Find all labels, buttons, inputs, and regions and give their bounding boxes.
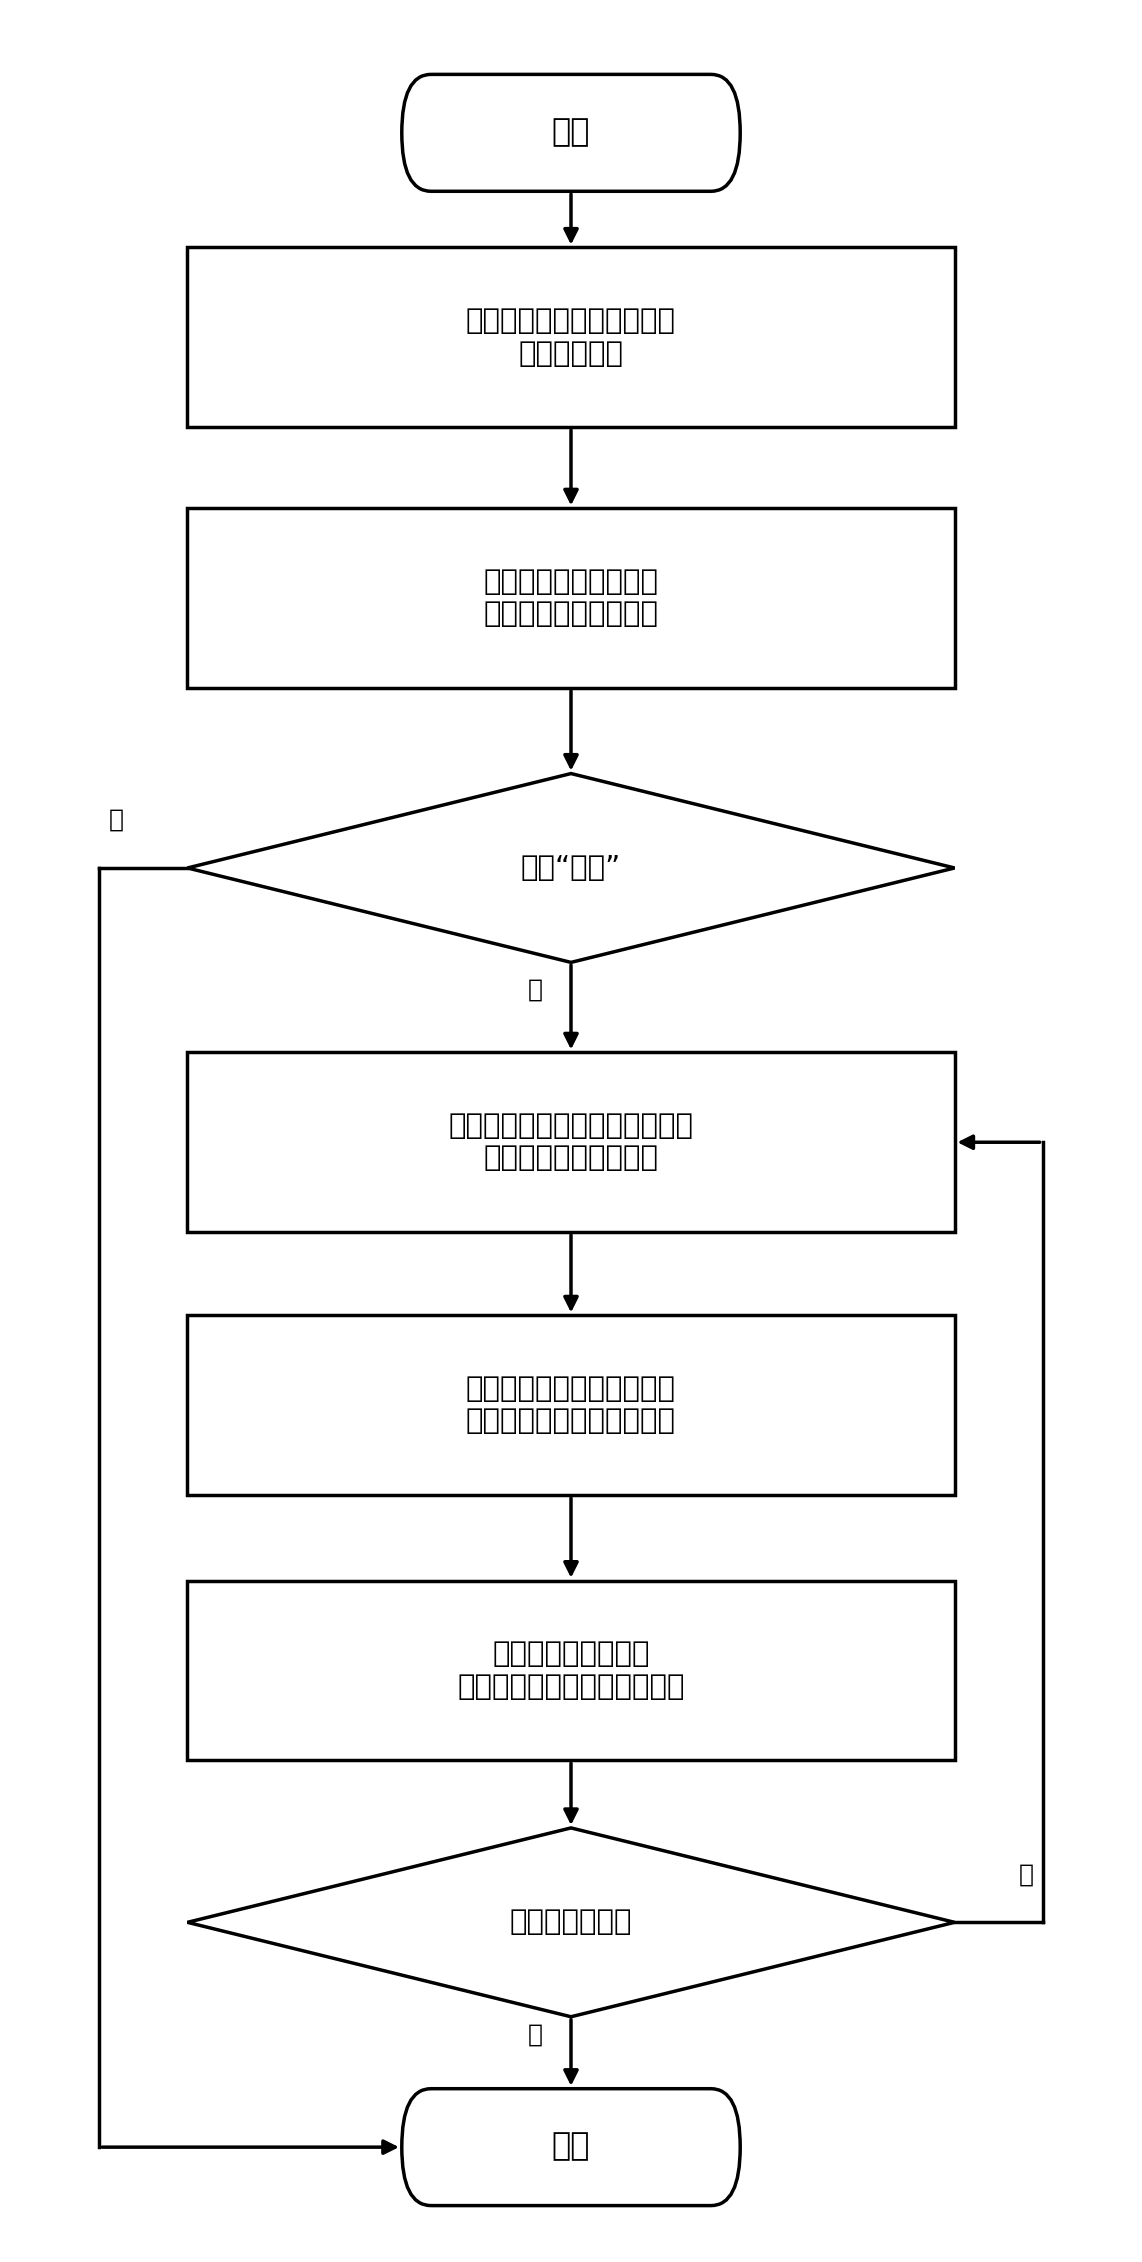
FancyBboxPatch shape [187,1052,955,1233]
FancyBboxPatch shape [187,1314,955,1495]
Text: 否: 否 [528,2022,542,2047]
Text: 绘制互相关系数谱图
评判阵列方向矢量间相关程度: 绘制互相关系数谱图 评判阵列方向矢量间相关程度 [457,1640,685,1701]
Text: 否: 否 [108,808,123,832]
Text: 选定基准天线阵元排布方式
确定阵面尺寸: 选定基准天线阵元排布方式 确定阵面尺寸 [466,308,676,369]
Text: 是: 是 [528,977,542,1002]
Text: 以圆坐标系相位差及半径为准则
调整天线阵元位置关系: 以圆坐标系相位差及半径为准则 调整天线阵元位置关系 [449,1113,693,1172]
FancyBboxPatch shape [187,247,955,428]
Text: 绘制功率谱及等高线图
进行相位模糊情况分析: 绘制功率谱及等高线图 进行相位模糊情况分析 [483,568,659,629]
FancyBboxPatch shape [402,75,740,192]
Polygon shape [187,1828,955,2018]
FancyBboxPatch shape [402,2088,740,2205]
FancyBboxPatch shape [187,509,955,688]
Text: 是: 是 [1019,1862,1034,1887]
Text: 开始: 开始 [552,118,590,149]
Text: 存在“伪峰”: 存在“伪峰” [521,855,621,882]
Text: 遍历测向范围所有入射角度
计算各方向矢量互相关系数: 遍历测向范围所有入射角度 计算各方向矢量互相关系数 [466,1375,676,1436]
Text: 存在相关系数峰: 存在相关系数峰 [509,1909,633,1936]
Polygon shape [187,774,955,961]
Text: 结束: 结束 [552,2131,590,2162]
FancyBboxPatch shape [187,1581,955,1760]
